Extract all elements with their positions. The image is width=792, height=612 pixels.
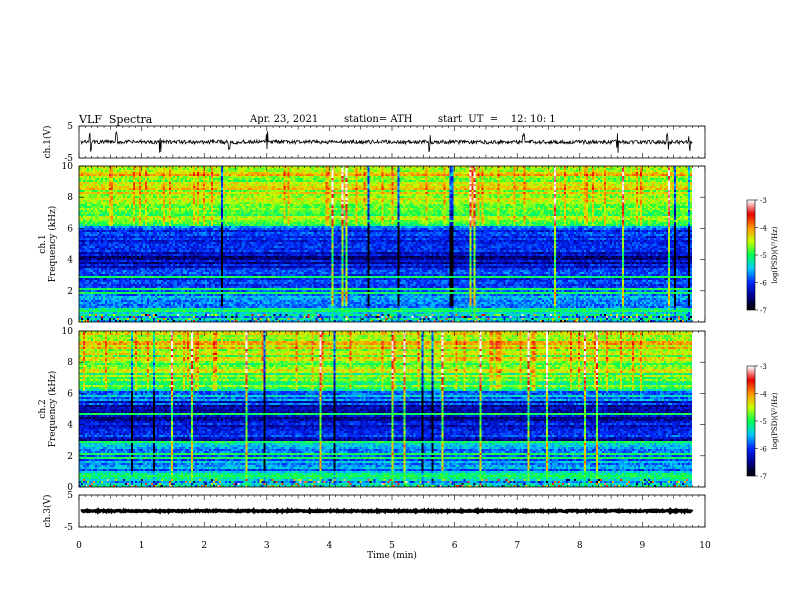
x-tick-label: 1 xyxy=(139,541,145,551)
date-label: Apr. 23, 2021 xyxy=(250,114,319,125)
ch1-spectrogram-y-tick-label: 4 xyxy=(67,256,73,266)
ch2-colorbar xyxy=(747,366,755,476)
x-tick-label: 2 xyxy=(201,541,207,551)
ch2-spectrogram-frame xyxy=(78,330,706,488)
x-tick-label: 3 xyxy=(264,541,270,551)
ch2-spectrogram-y-label: ch.2 xyxy=(38,399,48,418)
colorbar-tick-label: -4 xyxy=(760,391,767,399)
ch1-waveform-y-tick-label: -5 xyxy=(64,154,73,164)
ch2-spectrogram-y-tick-label: 4 xyxy=(67,421,73,431)
ch1-spectrogram-y-tick-label: 0 xyxy=(67,318,73,328)
ch3-waveform-trace xyxy=(80,506,694,515)
colorbar-tick-label: -5 xyxy=(760,252,767,260)
colorbar-tick-label: -3 xyxy=(760,363,767,371)
ch1-waveform-y-tick-label: 5 xyxy=(67,122,73,132)
ch1-spectrogram-y-tick-label: 6 xyxy=(67,224,73,234)
x-tick-label: 4 xyxy=(327,541,333,551)
ch2-spectrogram-y-tick-label: 8 xyxy=(67,358,73,368)
x-tick-label: 8 xyxy=(577,541,583,551)
colorbar-tick-label: -7 xyxy=(760,307,767,315)
colorbar-frame xyxy=(746,365,756,477)
station-label: station= ATH xyxy=(344,114,413,125)
x-axis-label: Time (min) xyxy=(367,550,417,561)
colorbar-label: log(PSD)(V²/Hz) xyxy=(771,226,779,283)
colorbar-tick-label: -4 xyxy=(760,225,767,233)
ch2-spectrogram-image xyxy=(79,331,692,487)
ch2-spectrogram-y-tick-label: 6 xyxy=(67,389,73,399)
ch2-spectrogram-y-tick-label: 0 xyxy=(67,483,73,493)
colorbar-label: log(PSD)(V²/Hz) xyxy=(771,392,779,449)
ch3-waveform-y-tick-label: -5 xyxy=(64,523,73,533)
ch1-waveform-trace xyxy=(80,130,693,153)
colorbar-tick-label: -6 xyxy=(760,446,767,454)
ch1-colorbar xyxy=(747,200,755,310)
x-tick-label: 7 xyxy=(514,541,520,551)
ch3-waveform-y-label: ch.3(V) xyxy=(42,495,53,528)
colorbar-frame xyxy=(746,199,756,311)
ch3-waveform-y-tick-label: 5 xyxy=(67,491,73,501)
ch1-spectrogram-y-tick-label: 10 xyxy=(62,162,74,172)
ch1-spectrogram-y-label: ch.1 xyxy=(38,234,48,253)
start-time-label: start UT = 12: 10: 1 xyxy=(438,114,556,125)
x-tick-label: 0 xyxy=(76,541,82,551)
ch2-spectrogram-y-label: Frequency (kHz) xyxy=(47,371,58,448)
colorbar-tick-label: -3 xyxy=(760,197,767,205)
colorbar-tick-label: -7 xyxy=(760,473,767,481)
ch2-spectrogram-y-tick-label: 2 xyxy=(67,452,73,462)
colorbar-tick-label: -6 xyxy=(760,280,767,288)
ch1-spectrogram-image xyxy=(79,166,692,322)
ch1-waveform-y-label: ch.1(V) xyxy=(42,126,53,159)
ch1-spectrogram-y-tick-label: 8 xyxy=(67,193,73,203)
x-tick-label: 5 xyxy=(389,541,395,551)
figure-title: VLF Spectra xyxy=(79,113,153,126)
colorbar-tick-label: -5 xyxy=(760,418,767,426)
x-tick-label: 9 xyxy=(640,541,646,551)
ch1-spectrogram-y-label: Frequency (kHz) xyxy=(47,206,58,283)
ch1-spectrogram-frame xyxy=(78,165,706,323)
ch2-spectrogram-y-tick-label: 10 xyxy=(62,327,74,337)
ch1-spectrogram-y-tick-label: 2 xyxy=(67,287,73,297)
x-tick-label: 10 xyxy=(699,541,711,551)
x-tick-label: 6 xyxy=(452,541,458,551)
